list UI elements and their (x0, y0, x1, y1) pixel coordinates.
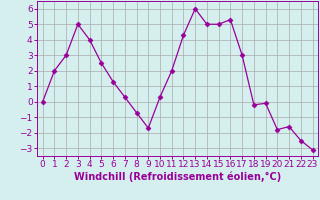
X-axis label: Windchill (Refroidissement éolien,°C): Windchill (Refroidissement éolien,°C) (74, 172, 281, 182)
